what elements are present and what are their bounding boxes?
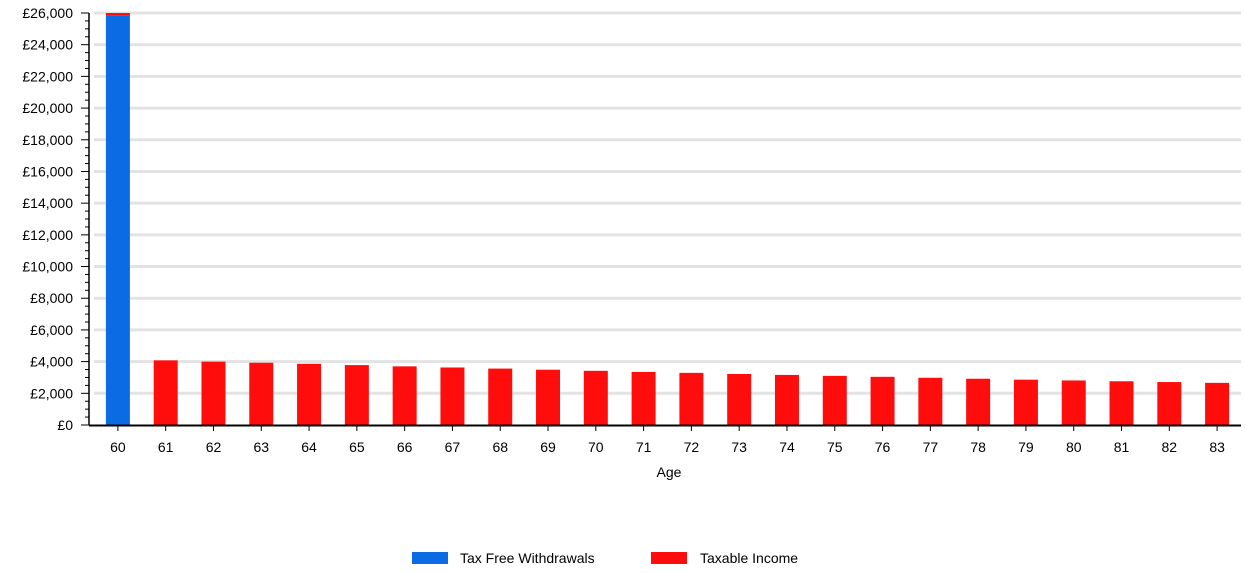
bars xyxy=(105,13,1230,425)
x-tick-label: 78 xyxy=(970,439,986,455)
bar-taxable-income-70 xyxy=(583,370,608,425)
x-tick-label: 74 xyxy=(779,439,795,455)
bar-taxable-income-62 xyxy=(201,361,226,425)
legend-label-tax-free-withdrawals: Tax Free Withdrawals xyxy=(460,550,595,566)
y-tick-label: £10,000 xyxy=(22,259,73,275)
x-tick-label: 65 xyxy=(349,439,365,455)
bar-taxable-income-77 xyxy=(918,377,943,425)
x-tick-label: 83 xyxy=(1209,439,1225,455)
bar-taxable-income-69 xyxy=(536,369,561,425)
gridlines xyxy=(94,11,1241,395)
y-tick-label: £2,000 xyxy=(30,385,73,401)
axes: £0 £2,000 £4,000 £6,000 £8,000 £10,000 £12,000… xyxy=(22,5,1241,455)
bar-taxable-income-61 xyxy=(153,360,178,425)
x-tick-label: 68 xyxy=(492,439,508,455)
x-tick-label: 76 xyxy=(875,439,891,455)
x-tick-label: 80 xyxy=(1066,439,1082,455)
bar-taxable-income-68 xyxy=(488,368,513,425)
x-axis-title: Age xyxy=(657,464,682,480)
legend-swatch-taxable-income xyxy=(651,552,687,564)
bar-taxable-income-81 xyxy=(1109,381,1134,425)
bar-taxable-income-74 xyxy=(774,374,799,425)
legend: Tax Free Withdrawals Taxable Income xyxy=(412,550,798,566)
x-tick-label: 62 xyxy=(206,439,222,455)
x-tick-label: 71 xyxy=(636,439,652,455)
x-tick-label: 63 xyxy=(253,439,269,455)
legend-label-taxable-income: Taxable Income xyxy=(700,550,798,566)
y-tick-label: £14,000 xyxy=(22,195,73,211)
x-tick-label: 81 xyxy=(1114,439,1130,455)
y-tick-label: £22,000 xyxy=(22,68,73,84)
bar-taxable-income-64 xyxy=(297,363,322,425)
y-tick-label: £24,000 xyxy=(22,37,73,53)
y-tick-label: £12,000 xyxy=(22,227,73,243)
bar-taxable-income-72 xyxy=(679,372,704,425)
bar-tax-free-withdrawals-60 xyxy=(105,15,130,425)
bar-taxable-income-67 xyxy=(440,367,465,425)
bar-taxable-income-76 xyxy=(870,376,895,425)
y-tick-label: £0 xyxy=(57,417,73,433)
x-tick-label: 67 xyxy=(445,439,461,455)
x-tick-label: 60 xyxy=(110,439,126,455)
x-tick-label: 64 xyxy=(301,439,317,455)
y-tick-label: £8,000 xyxy=(30,290,73,306)
bar-taxable-income-78 xyxy=(966,378,991,425)
x-tick-label: 72 xyxy=(684,439,700,455)
y-tick-label: £4,000 xyxy=(30,354,73,370)
bar-taxable-income-73 xyxy=(727,373,752,425)
y-tick-label: £20,000 xyxy=(22,100,73,116)
bar-taxable-income-75 xyxy=(822,375,847,425)
x-tick-label: 79 xyxy=(1018,439,1034,455)
x-tick-label: 70 xyxy=(588,439,604,455)
x-tick-label: 82 xyxy=(1162,439,1178,455)
bar-taxable-income-66 xyxy=(392,366,417,425)
x-tick-label: 61 xyxy=(158,439,174,455)
y-tick-label: £16,000 xyxy=(22,163,73,179)
x-tick-label: 69 xyxy=(540,439,556,455)
bar-taxable-income-80 xyxy=(1061,380,1086,425)
x-tick-label: 75 xyxy=(827,439,843,455)
bar-taxable-income-65 xyxy=(344,365,369,425)
bar-taxable-income-63 xyxy=(249,362,274,425)
y-tick-label: £6,000 xyxy=(30,322,73,338)
bar-taxable-income-82 xyxy=(1157,382,1182,425)
x-tick-label: 73 xyxy=(731,439,747,455)
legend-swatch-tax-free-withdrawals xyxy=(412,552,448,564)
bar-taxable-income-71 xyxy=(631,371,656,425)
x-tick-label: 77 xyxy=(923,439,939,455)
bar-taxable-income-60 xyxy=(105,13,130,16)
y-tick-label: £26,000 xyxy=(22,5,73,21)
bar-taxable-income-79 xyxy=(1013,379,1038,425)
bar-taxable-income-83 xyxy=(1205,382,1230,425)
y-tick-label: £18,000 xyxy=(22,132,73,148)
x-tick-label: 66 xyxy=(397,439,413,455)
